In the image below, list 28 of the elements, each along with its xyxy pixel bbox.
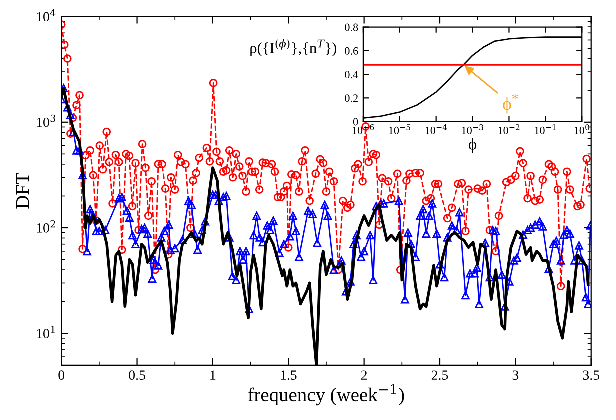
- y-axis-title: ρ({I$^{(ϕ)}$},{n$^{T}$}): [250, 40, 336, 56]
- y-tick-label: 0.6: [345, 47, 358, 55]
- annotation: ϕ$^{*}$: [503, 94, 518, 114]
- x-tick-label: 10$^{−4}$: [426, 124, 448, 134]
- x-tick-label: 2: [361, 370, 368, 380]
- x-tick-label: 1: [210, 370, 216, 380]
- x-tick-label: 0: [58, 370, 65, 380]
- y-tick-label: 10$^{4}$: [37, 9, 56, 22]
- x-tick-label: 3: [512, 370, 519, 380]
- y-tick-label: 0: [353, 118, 358, 126]
- y-tick-label: 0.2: [345, 94, 358, 102]
- x-tick-label: 10$^{−1}$: [535, 124, 556, 134]
- x-tick-label: 10$^{−5}$: [389, 124, 410, 134]
- x-tick-label: 2.5: [432, 370, 448, 380]
- x-tick-label: 1.5: [281, 370, 297, 380]
- y-tick-label: 10$^{3}$: [37, 114, 56, 128]
- x-tick-label: 0.5: [129, 370, 146, 380]
- y-tick-label: 0.8: [345, 24, 358, 32]
- x-tick-label: 10$^{−2}$: [498, 124, 520, 134]
- x-tick-label: 10$^{−3}$: [462, 124, 484, 134]
- x-axis-title: ϕ: [468, 138, 477, 154]
- y-tick-label: 10$^{1}$: [37, 326, 55, 338]
- y-axis-title: DFT: [16, 173, 30, 209]
- y-tick-label: 0.4: [345, 71, 358, 79]
- x-tick-label: 10$^{0}$: [574, 124, 590, 134]
- x-axis-title: frequency (week$^{−1}$): [248, 384, 404, 406]
- y-tick-label: 10$^{2}$: [37, 220, 56, 233]
- x-tick-label: 3.5: [583, 370, 600, 380]
